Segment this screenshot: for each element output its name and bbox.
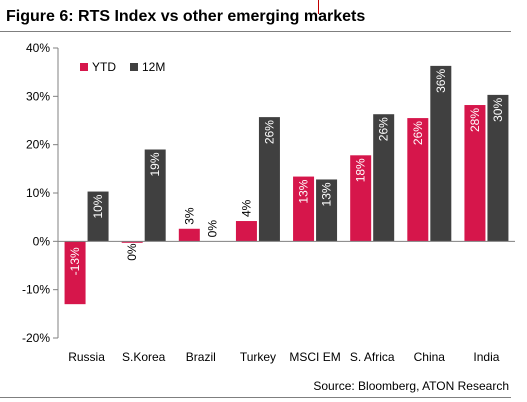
y-tick-label: 20% [26,138,50,152]
bar-ytd-india [464,105,486,242]
x-category-label: China [414,350,446,364]
data-label-12m: 26% [377,117,391,141]
legend-swatch-12m [130,63,138,71]
x-category-label: MSCI EM [289,350,340,364]
bar-12m-s-africa [373,114,395,242]
bar-ytd-msci-em [293,176,315,242]
bar-ytd-s-africa [350,155,372,242]
bar-12m-russia [87,191,109,242]
data-label-12m: 10% [91,194,105,218]
legend-label-12m: 12M [142,60,165,74]
bar-ytd-turkey [235,221,257,242]
y-tick-label: 40% [26,41,50,55]
data-label-ytd: 13% [297,179,311,203]
data-label-12m: 0% [205,220,219,238]
bar-12m-msci-em [316,179,338,242]
source-note: Source: Bloomberg, ATON Research [313,379,509,393]
data-label-12m: 13% [320,182,334,206]
data-label-12m: 36% [434,69,448,93]
y-tick-label: -20% [22,331,50,345]
bar-ytd-russia [64,241,86,305]
bar-12m-s-korea [144,149,166,242]
data-label-ytd: 18% [354,158,368,182]
bar-12m-turkey [258,117,280,242]
legend-swatch-ytd [80,63,88,71]
data-label-ytd: 0% [125,243,139,261]
data-label-12m: 19% [148,152,162,176]
y-tick-label: 10% [26,186,50,200]
x-category-label: Brazil [186,350,216,364]
title-accent-tick [318,0,319,14]
legend-label-ytd: YTD [92,60,116,74]
source-divider [0,397,511,398]
data-label-12m: 30% [491,98,505,122]
data-label-ytd: 4% [239,199,253,217]
y-tick-label: 30% [26,89,50,103]
x-category-label: Turkey [240,350,276,364]
x-category-label: India [473,350,499,364]
x-category-label: S.Korea [122,350,166,364]
data-label-12m: 26% [262,120,276,144]
x-category-label: Russia [68,350,105,364]
data-label-ytd: -13% [68,247,82,275]
bar-ytd-china [407,118,429,242]
y-tick-label: 0% [33,234,51,248]
figure-title: Figure 6: RTS Index vs other emerging ma… [6,8,366,25]
bar-12m-china [430,65,452,242]
bar-chart: -20% -10% 0% 10% 20% 30% 40% -13% 0% 3% 4% 13% 18% 26… [22,41,515,364]
bar-12m-india [487,94,509,242]
bar-ytd-s-korea [121,241,143,243]
data-label-ytd: 28% [468,108,482,132]
x-category-label: S. Africa [350,350,395,364]
y-tick-label: -10% [22,283,50,297]
data-label-ytd: 26% [411,121,425,145]
bar-ytd-brazil [178,228,200,242]
data-label-ytd: 3% [182,207,196,225]
title-divider [0,31,511,32]
